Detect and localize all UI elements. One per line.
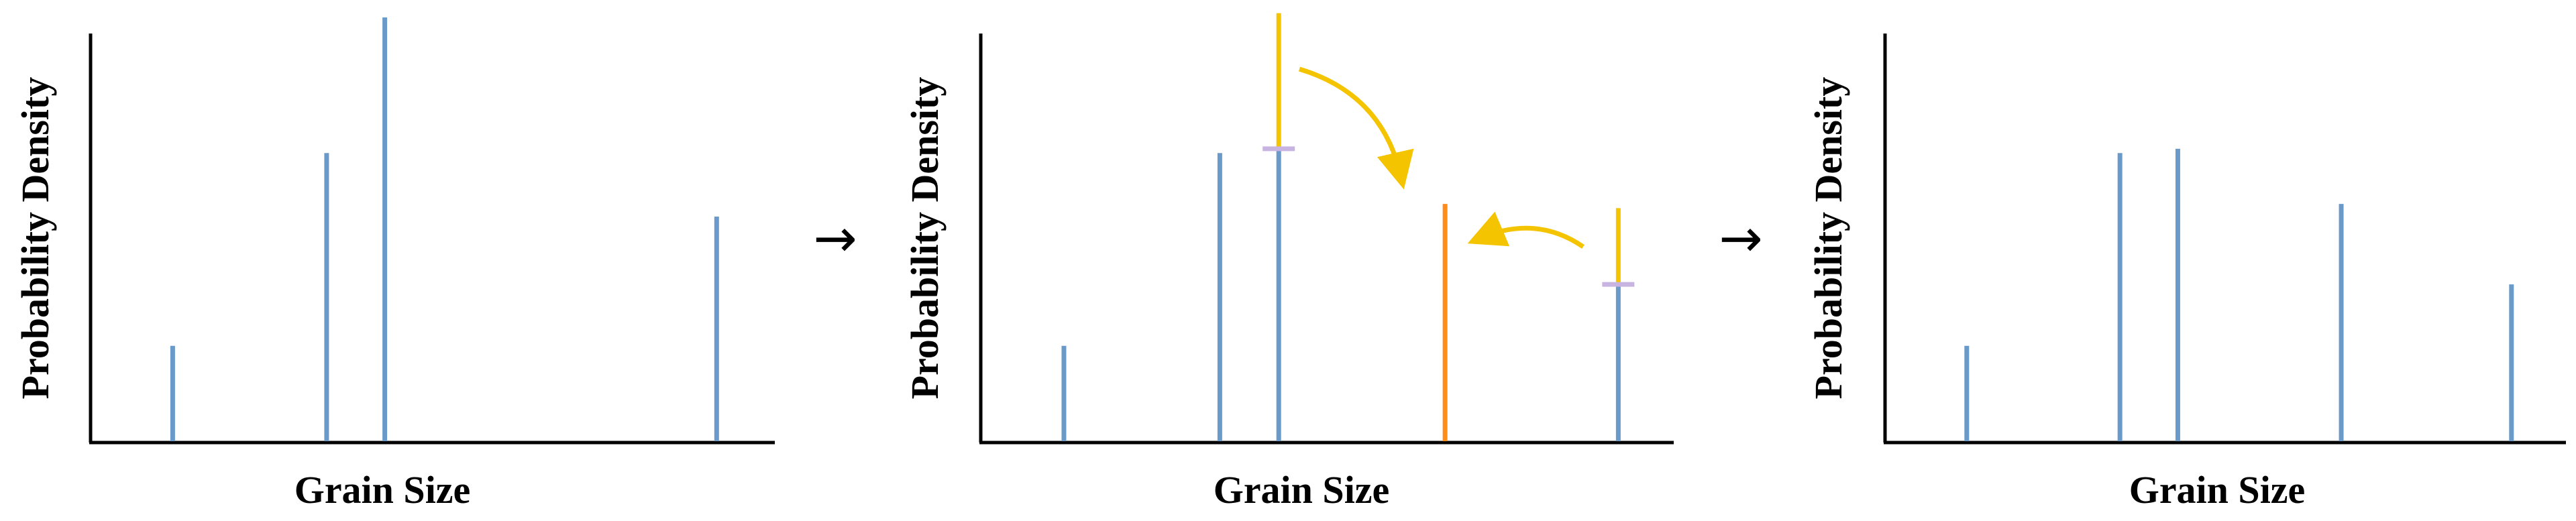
move-arrow-left-peak xyxy=(1298,66,1414,190)
move-arrow-right-peak xyxy=(1467,211,1585,249)
panel-2-bars xyxy=(1061,13,1635,441)
panel-3-bars xyxy=(1964,148,2514,441)
panel-3-ylabel: Probability Density xyxy=(1807,77,1850,400)
panel-2: Probability Density Grain Size xyxy=(903,13,1674,512)
panel-3-xlabel: Grain Size xyxy=(2129,468,2306,512)
panel-1: Probability Density Grain Size xyxy=(13,17,775,512)
panel-3: Probability Density Grain Size xyxy=(1807,34,2566,512)
panel-1-xlabel: Grain Size xyxy=(294,468,471,512)
transition-arrow-1: → xyxy=(813,209,857,269)
panel-2-xlabel: Grain Size xyxy=(1214,468,1390,512)
panel-2-ylabel: Probability Density xyxy=(903,77,947,400)
panel-1-ylabel: Probability Density xyxy=(13,77,57,400)
panel-1-bars xyxy=(170,17,719,441)
transition-arrow-2: → xyxy=(1719,209,1762,269)
